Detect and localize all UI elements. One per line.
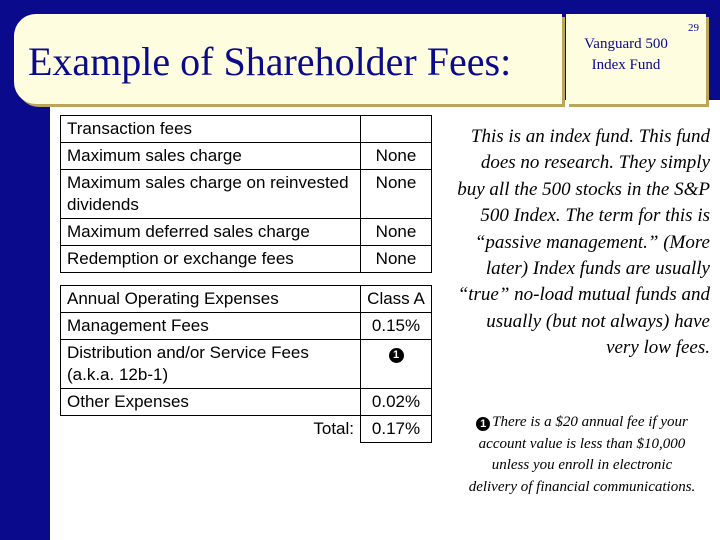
footnote-marker-icon: 1 (476, 417, 491, 431)
operating-expenses-heading: Annual Operating Expenses (60, 285, 361, 313)
table-row: Annual Operating Expenses Class A (60, 285, 432, 313)
row-label: Maximum deferred sales charge (60, 218, 361, 246)
row-label: Other Expenses (60, 388, 361, 416)
row-value: 0.15% (360, 312, 432, 340)
footnote-marker-cell: 1 (360, 339, 432, 389)
row-label: Redemption or exchange fees (60, 245, 361, 273)
row-value: None (360, 169, 432, 219)
fund-panel (566, 14, 706, 104)
transaction-fees-heading: Transaction fees (60, 115, 361, 143)
row-label: Maximum sales charge (60, 142, 361, 170)
row-value: 0.02% (360, 388, 432, 416)
table-row: Distribution and/or Service Fees (a.k.a.… (60, 339, 432, 389)
total-label: Total: (313, 419, 354, 438)
class-label: Class A (360, 285, 432, 313)
table-row: Management Fees 0.15% (60, 312, 432, 340)
table-row: Total: 0.17% (61, 415, 432, 443)
table-row: Other Expenses 0.02% (60, 388, 432, 416)
fee-table: Transaction fees Maximum sales charge No… (60, 115, 432, 443)
table-row: Transaction fees (60, 115, 432, 143)
row-label: Distribution and/or Service Fees (a.k.a.… (60, 339, 361, 389)
slide-number: 29 (688, 22, 699, 34)
total-value: 0.17% (360, 415, 432, 443)
table-row: Redemption or exchange fees None (60, 245, 432, 273)
row-value: None (360, 142, 432, 170)
table-gap (60, 272, 432, 286)
table-row: Maximum sales charge None (60, 142, 432, 170)
row-label: Maximum sales charge on reinvested divid… (60, 169, 361, 219)
row-value: None (360, 218, 432, 246)
side-note: This is an index fund. This fund does no… (457, 126, 710, 359)
slide-title: Example of Shareholder Fees: (28, 39, 512, 84)
footnote: 1 There is a $20 annual fee if your accou… (466, 412, 698, 498)
row-value: None (360, 245, 432, 273)
table-row: Maximum deferred sales charge None (60, 218, 432, 246)
row-label: Management Fees (60, 312, 361, 340)
table-row: Maximum sales charge on reinvested divid… (60, 169, 432, 219)
footnote-text: There is a $20 annual fee if your accoun… (468, 414, 696, 495)
title-panel (14, 14, 562, 104)
transaction-fees-heading-value (360, 115, 432, 143)
footnote-marker-icon: 1 (388, 348, 404, 363)
fund-label: Vanguard 500 Index Fund (584, 36, 668, 73)
